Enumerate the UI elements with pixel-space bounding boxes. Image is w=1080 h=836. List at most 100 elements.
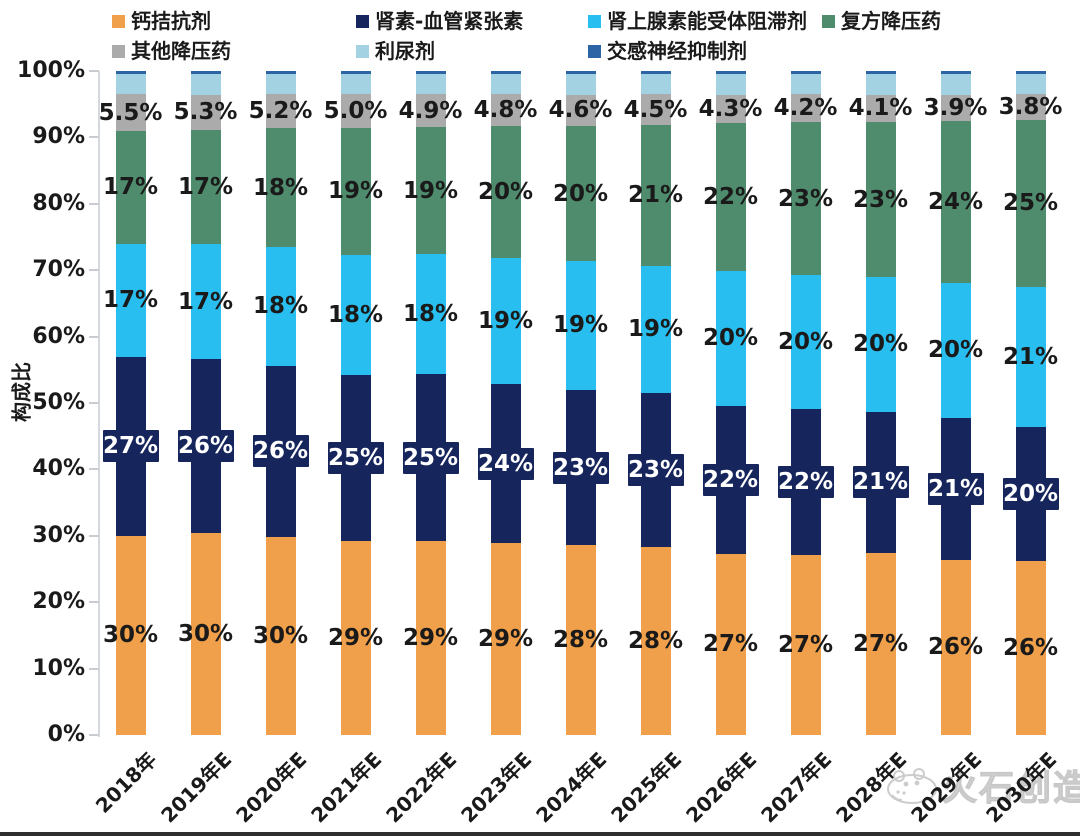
y-tick-label: 40% (32, 456, 85, 482)
y-tick-label: 60% (32, 323, 85, 349)
bar-segment (115, 74, 146, 95)
legend-item-5: 其他降压药 (112, 40, 231, 62)
data-label: 22% (702, 184, 759, 211)
data-label: 28% (552, 627, 609, 654)
y-tick-label: 10% (32, 655, 85, 681)
bar-segment (565, 94, 596, 126)
legend-swatch-icon (356, 45, 369, 58)
bar-segment (115, 71, 146, 75)
legend-item-2: 肾素-血管紧张素 (356, 10, 523, 32)
data-label: 17% (177, 288, 234, 315)
bar-segment (490, 125, 521, 259)
bar-segment (565, 74, 596, 95)
data-label: 19% (552, 312, 609, 339)
y-tick-mark (89, 402, 99, 404)
data-label: 28% (627, 628, 684, 655)
bar-segment (415, 71, 446, 75)
bar-segment (115, 94, 146, 131)
data-label: 17% (102, 287, 159, 314)
bar-segment (265, 94, 296, 129)
y-tick-mark (89, 667, 99, 670)
bar-segment (190, 244, 221, 359)
y-tick-mark (89, 136, 99, 139)
data-label: 4.3% (698, 95, 763, 122)
data-label: 26% (177, 430, 234, 462)
data-label: 25% (402, 441, 459, 474)
bar-segment (340, 71, 371, 75)
bar-segment (565, 545, 596, 735)
bar-segment (490, 74, 521, 95)
data-label: 27% (777, 632, 834, 659)
bar-segment (790, 74, 821, 95)
watermark: 火石创造 (886, 760, 1080, 811)
y-tick-mark (89, 734, 99, 736)
y-tick-mark (89, 468, 99, 471)
bar-segment (865, 277, 896, 412)
legend-label: 肾素-血管紧张素 (375, 9, 524, 33)
bar-segment (640, 547, 671, 735)
data-label: 4.9% (398, 97, 463, 124)
data-label: 29% (477, 626, 534, 652)
data-label: 26% (1002, 635, 1059, 662)
bar-segment (640, 265, 671, 393)
legend-item-4: 复方降压药 (822, 10, 941, 32)
bar-segment (940, 282, 971, 418)
data-label: 20% (927, 337, 984, 364)
bar-segment (1015, 71, 1046, 75)
bar-segment (865, 122, 896, 278)
bar-segment (865, 71, 896, 75)
bar-segment (1015, 561, 1046, 735)
y-tick-mark (89, 534, 99, 537)
bar-segment (490, 71, 521, 75)
bar-segment (565, 261, 596, 390)
bar-segment (190, 74, 221, 95)
bar-segment (865, 553, 896, 735)
data-label: 25% (327, 442, 384, 475)
bar-segment (115, 535, 146, 735)
bar-segment (640, 74, 671, 95)
bar-segment (790, 555, 821, 735)
data-label: 26% (927, 634, 984, 661)
data-label: 5.0% (323, 98, 388, 125)
data-label: 19% (627, 316, 684, 343)
y-tick-label: 100% (17, 58, 85, 83)
y-tick-label: 30% (32, 522, 85, 548)
data-label: 30% (102, 622, 159, 649)
bar-segment (940, 120, 971, 283)
legend-item-1: 钙拮抗剂 (112, 10, 211, 32)
bar-segment (190, 71, 221, 75)
bar-segment (265, 537, 296, 735)
y-tick-mark (89, 202, 99, 205)
bar-segment (715, 123, 746, 272)
bar-segment (340, 541, 371, 735)
bar-segment (190, 94, 221, 131)
data-label: 4.8% (473, 97, 538, 124)
bar-segment (340, 94, 371, 128)
data-label: 19% (477, 308, 534, 335)
data-label: 21% (1002, 344, 1059, 371)
legend-label: 肾上腺素能受体阻滞剂 (607, 9, 807, 33)
legend-item-6: 利尿剂 (356, 40, 435, 62)
bar-segment (715, 74, 746, 95)
data-label: 4.6% (548, 97, 613, 124)
data-label: 18% (252, 174, 309, 201)
data-label: 4.1% (848, 95, 913, 122)
hippo-logo-icon (887, 767, 937, 804)
bar-segment (940, 94, 971, 121)
bar-segment (1015, 94, 1046, 120)
bottom-divider (0, 832, 1080, 836)
y-tick-label: 50% (32, 390, 85, 415)
legend-swatch-icon (588, 15, 601, 28)
y-tick-mark (89, 601, 99, 604)
bar-segment (415, 541, 446, 735)
bar-segment (265, 247, 296, 366)
legend-label: 复方降压药 (841, 9, 941, 33)
legend-item-3: 肾上腺素能受体阻滞剂 (588, 10, 807, 32)
bar-segment (415, 127, 446, 255)
legend-label: 钙拮抗剂 (131, 9, 211, 33)
bar-segment (715, 553, 746, 735)
bar-segment (1015, 286, 1046, 428)
data-label: 5.3% (173, 99, 238, 126)
data-label: 23% (852, 186, 909, 213)
